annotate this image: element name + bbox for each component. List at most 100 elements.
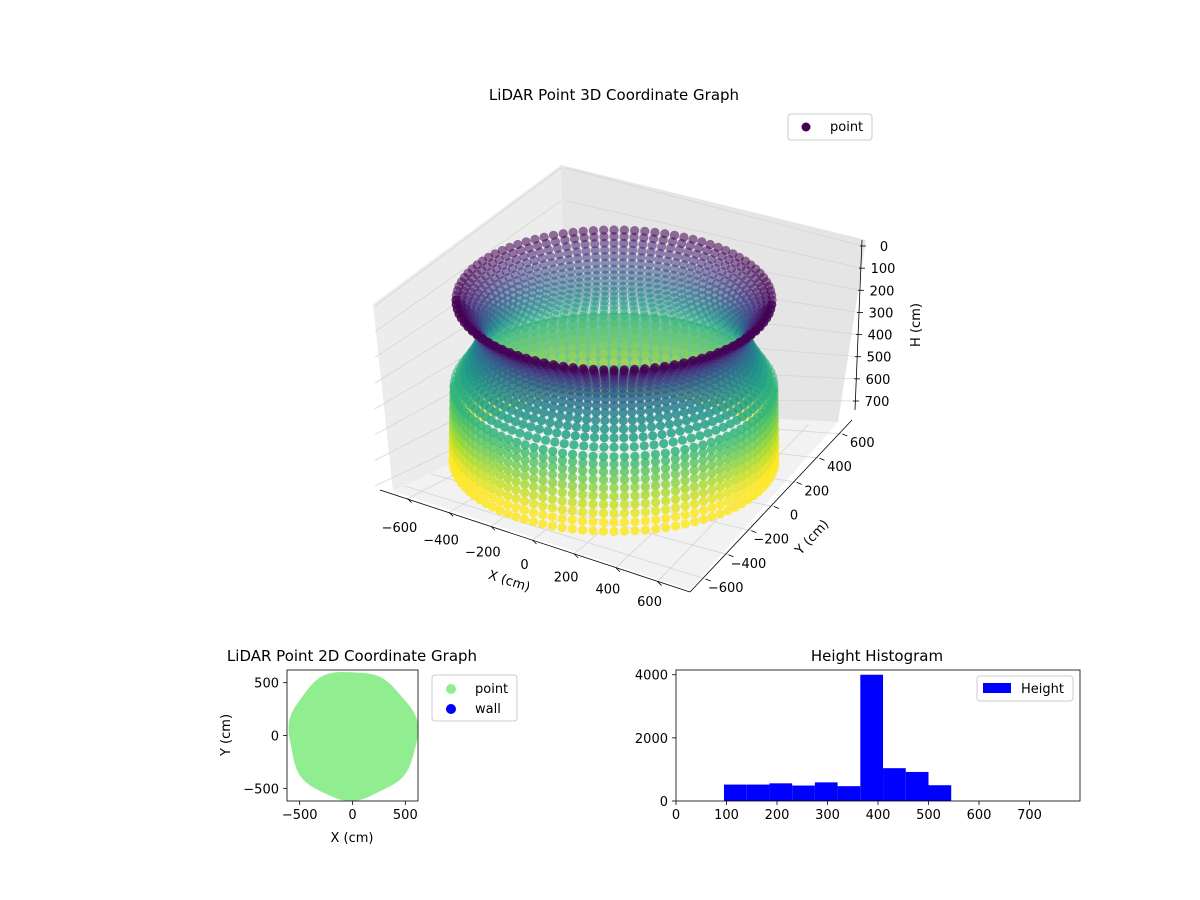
cloud-point	[565, 405, 575, 415]
cloud-point	[619, 483, 630, 493]
cloud-point	[640, 490, 650, 500]
cloud-point	[609, 467, 619, 477]
cloud-point	[687, 405, 697, 415]
cloud-point	[590, 424, 600, 434]
point-disc-2d	[288, 672, 418, 801]
cloud-point	[511, 502, 521, 513]
cloud-point	[698, 329, 708, 339]
cloud-point	[670, 346, 681, 356]
legend-histogram-swatch	[983, 683, 1011, 693]
cloud-point	[578, 226, 588, 236]
cloud-point	[555, 411, 565, 421]
cloud-point	[600, 416, 610, 426]
cloud-point	[670, 338, 681, 348]
x-tick-mark	[407, 498, 412, 503]
cloud-point	[705, 239, 715, 250]
cloud-point	[627, 400, 637, 410]
cloud-point	[730, 502, 740, 512]
cloud-point	[629, 442, 639, 452]
cloud-point	[578, 364, 588, 374]
cloud-point	[561, 429, 571, 440]
z-tick-label: 500	[867, 351, 892, 366]
cloud-point	[591, 415, 601, 425]
cloud-point	[689, 499, 700, 509]
cloud-point	[628, 432, 639, 442]
cloud-point	[707, 511, 717, 522]
cloud-point	[630, 349, 640, 359]
cloud-point	[588, 508, 598, 518]
cloud-point	[640, 334, 650, 344]
histogram-title: Height Histogram	[811, 647, 943, 665]
cloud-point	[538, 475, 548, 486]
cloud-point	[630, 358, 640, 368]
cloud-point	[568, 227, 578, 237]
cloud-point	[711, 425, 721, 435]
cloud-point	[695, 403, 705, 413]
cloud-point	[451, 295, 461, 305]
cloud-point	[580, 432, 590, 442]
cloud-point	[582, 407, 592, 417]
cloud-point	[568, 363, 578, 373]
cloud-point	[705, 350, 715, 361]
legend-histogram-frame	[976, 675, 1074, 702]
cloud-point	[567, 489, 578, 499]
cloud-point	[598, 349, 609, 359]
cloud-point	[697, 411, 707, 421]
cloud-point	[619, 467, 630, 477]
cloud-point	[630, 318, 640, 328]
cloud-point	[660, 361, 670, 371]
cloud-point	[680, 340, 690, 350]
cloud-point	[661, 353, 671, 363]
cloud-point	[640, 481, 650, 492]
cloud-point	[538, 467, 548, 478]
cloud-point	[513, 350, 523, 361]
cloud-point	[558, 448, 568, 458]
cloud-point	[538, 332, 548, 342]
cloud-point	[569, 440, 579, 450]
cloud-point	[680, 484, 690, 494]
cloud-point	[589, 432, 600, 442]
cloud-point	[519, 505, 530, 515]
cloud-point	[529, 490, 539, 500]
cloud-point	[523, 431, 533, 441]
cloud-point	[547, 521, 557, 531]
cloud-point	[567, 464, 578, 475]
cloud-point	[578, 525, 588, 535]
cloud-point	[557, 455, 568, 466]
cloud-point	[545, 417, 555, 428]
cloud-point	[609, 349, 619, 359]
cloud-point	[671, 409, 681, 419]
cloud-point	[568, 449, 578, 459]
y-tick-mark	[705, 578, 711, 582]
grid-line-x	[657, 424, 809, 582]
cloud-point	[578, 334, 588, 344]
histogram-x-tick-label: 100	[714, 808, 739, 823]
cloud-point	[557, 344, 568, 354]
x-tick-label: 0	[520, 558, 528, 573]
cloud-point	[598, 526, 609, 536]
cloud-point	[619, 491, 630, 501]
cloud-point	[722, 462, 733, 472]
histogram-y-tick-label: 0	[660, 795, 668, 810]
cloud-point	[627, 415, 638, 425]
cloud-point	[503, 482, 513, 492]
cloud-point	[609, 264, 619, 274]
cloud-point	[651, 351, 661, 361]
cloud-point	[650, 327, 661, 337]
legend-2d-point-label: point	[475, 682, 508, 697]
cloud-point	[578, 350, 588, 360]
cloud-point	[661, 523, 671, 533]
cloud-point	[689, 442, 699, 452]
cloud-point	[547, 512, 558, 522]
cloud-point	[529, 342, 539, 352]
cloud-point	[679, 358, 689, 368]
cloud-point	[670, 454, 680, 464]
cloud-point	[511, 511, 521, 522]
cloud-point	[540, 400, 550, 410]
cloud-point	[591, 407, 601, 417]
histogram-bars	[723, 674, 952, 801]
z-tick-label: 200	[870, 284, 895, 299]
cloud-point	[730, 451, 740, 461]
y-axis-label-2d: Y (cm)	[219, 714, 234, 757]
cloud-point	[547, 494, 558, 504]
